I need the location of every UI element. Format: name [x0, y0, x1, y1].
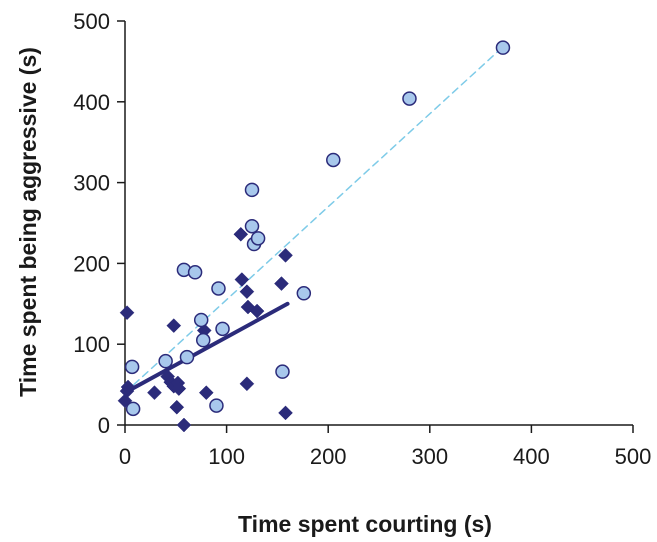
dashed-trendline	[124, 46, 504, 394]
diamond-point	[198, 385, 214, 401]
y-tick-label: 100	[73, 332, 110, 357]
y-tick-label: 0	[98, 413, 110, 438]
diamond-point	[147, 385, 162, 401]
diamond-point	[249, 303, 265, 319]
ticks: 0 100 200 300 400 500 0 100 200 300 400 500	[73, 9, 651, 469]
circle-point	[211, 281, 226, 296]
circle-point	[296, 286, 312, 301]
circle-point	[402, 91, 417, 106]
circle-point	[193, 312, 209, 328]
y-tick-label: 200	[73, 251, 110, 276]
x-tick-label: 500	[615, 444, 652, 469]
circle-point	[187, 265, 203, 280]
diamond-point	[171, 381, 187, 396]
circle-point	[124, 359, 140, 375]
diamond-point	[278, 247, 293, 263]
x-tick-label: 200	[310, 444, 347, 469]
circle-point	[326, 152, 341, 168]
diamond-point	[119, 305, 135, 321]
circle-point	[158, 353, 173, 369]
x-tick-label: 300	[411, 444, 448, 469]
circle-point	[195, 332, 211, 348]
diamond-point	[234, 272, 250, 287]
y-tick-label: 500	[73, 9, 110, 34]
circle-point	[495, 40, 511, 55]
x-axis-title: Time spent courting (s)	[238, 511, 492, 537]
circle-point	[125, 401, 141, 417]
diamond-point	[120, 379, 136, 395]
x-tick-label: 400	[513, 444, 550, 469]
x-tick-label: 100	[208, 444, 245, 469]
y-tick-label: 400	[73, 90, 110, 115]
axes	[124, 21, 633, 426]
circle-point	[209, 398, 224, 413]
trendlines	[123, 46, 504, 395]
circle-point	[275, 364, 290, 379]
diamond-point	[278, 405, 293, 421]
diamond-point	[274, 276, 289, 291]
circle-point	[179, 349, 195, 365]
diamond-point	[166, 318, 182, 333]
diamond-point	[239, 284, 255, 300]
y-axis-title: Time spent being aggressive (s)	[15, 47, 41, 397]
circle-point	[244, 218, 260, 234]
circle-point	[244, 182, 260, 198]
solid-trendline	[123, 301, 290, 395]
x-tick-label: 0	[119, 444, 131, 469]
circle-point	[215, 321, 230, 337]
circle-point	[250, 231, 266, 246]
diamond-point	[239, 376, 255, 392]
diamond-point	[233, 226, 249, 242]
diamond-point	[169, 399, 185, 415]
data-points	[117, 40, 511, 433]
y-tick-label: 300	[73, 171, 110, 196]
diamond-point	[176, 417, 192, 433]
